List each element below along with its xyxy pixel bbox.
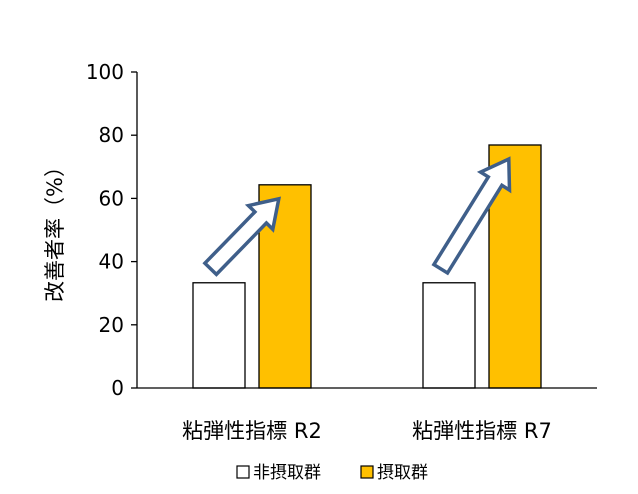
x-category-label: 粘弾性指標 R7 [412, 419, 552, 443]
y-axis: 0 20 40 60 80 100 [86, 60, 138, 400]
y-tick-label: 100 [86, 60, 124, 84]
legend-label-2: 摂取群 [377, 463, 428, 483]
trend-arrow-2 [431, 156, 512, 276]
bar-non-intake-2 [422, 282, 476, 389]
legend-label-1: 非摂取群 [253, 463, 321, 483]
y-tick-label: 20 [99, 313, 124, 337]
y-tick-label: 0 [111, 376, 124, 400]
trend-arrows [202, 156, 512, 277]
y-tick-label: 80 [99, 123, 124, 147]
y-tick-label: 40 [99, 250, 124, 274]
trend-arrow-1 [202, 196, 282, 277]
legend: 非摂取群 摂取群 [236, 463, 428, 483]
legend-swatch-2 [360, 465, 374, 479]
y-tick-label: 60 [99, 186, 124, 210]
y-axis-label: 改善者率（%） [43, 156, 67, 302]
bar-non-intake-1 [192, 282, 246, 389]
x-category-label: 粘弾性指標 R2 [182, 419, 322, 443]
legend-swatch-1 [236, 465, 250, 479]
x-axis: 粘弾性指標 R2 粘弾性指標 R7 [137, 387, 597, 443]
